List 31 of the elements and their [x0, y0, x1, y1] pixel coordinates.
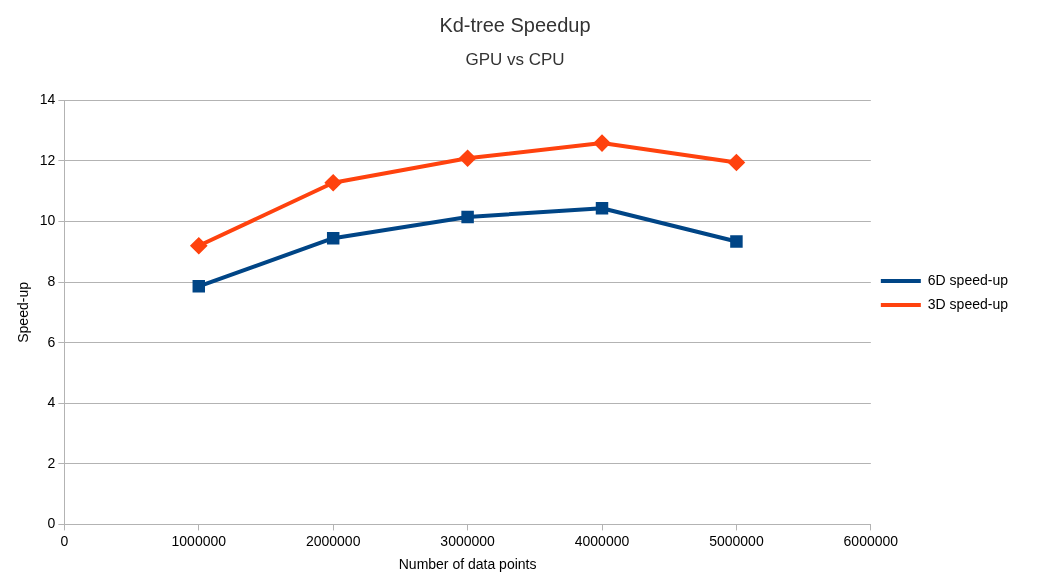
- point: [595, 201, 609, 215]
- x-tick-label: 6000000: [843, 532, 899, 549]
- point: [190, 237, 207, 254]
- y-tick-label: 14: [39, 91, 56, 108]
- y-tick-label: 8: [47, 272, 56, 289]
- x-axis-title: Number of data points: [398, 556, 537, 573]
- y-tick-label: 0: [47, 515, 56, 532]
- point: [459, 150, 476, 167]
- x-tick-label: 2000000: [305, 532, 361, 549]
- chart-subtitle: GPU vs CPU: [465, 49, 565, 69]
- x-tick-label: 5000000: [709, 532, 764, 549]
- x-tick-label: 0: [60, 532, 69, 549]
- x-tick-label: 3000000: [440, 532, 496, 549]
- point: [325, 174, 342, 191]
- chart-title: Kd-tree Speedup: [439, 13, 591, 36]
- y-axis-title: Speed-up: [15, 281, 32, 343]
- y-tick-label: 12: [39, 151, 56, 168]
- legend-label: 3D speed-up: [927, 295, 1009, 312]
- y-tick-label: 4: [47, 394, 56, 411]
- point: [326, 231, 340, 245]
- x-tick-label: 1000000: [171, 532, 227, 549]
- y-tick-label: 6: [47, 333, 56, 350]
- point: [728, 154, 745, 171]
- legend-label: 6D speed-up: [927, 271, 1009, 288]
- point: [594, 135, 611, 152]
- point: [461, 210, 474, 224]
- y-tick-label: 2: [47, 454, 56, 471]
- point: [730, 235, 743, 248]
- point: [192, 280, 206, 293]
- x-tick-label: 4000000: [574, 532, 630, 549]
- y-tick-label: 10: [39, 212, 56, 229]
